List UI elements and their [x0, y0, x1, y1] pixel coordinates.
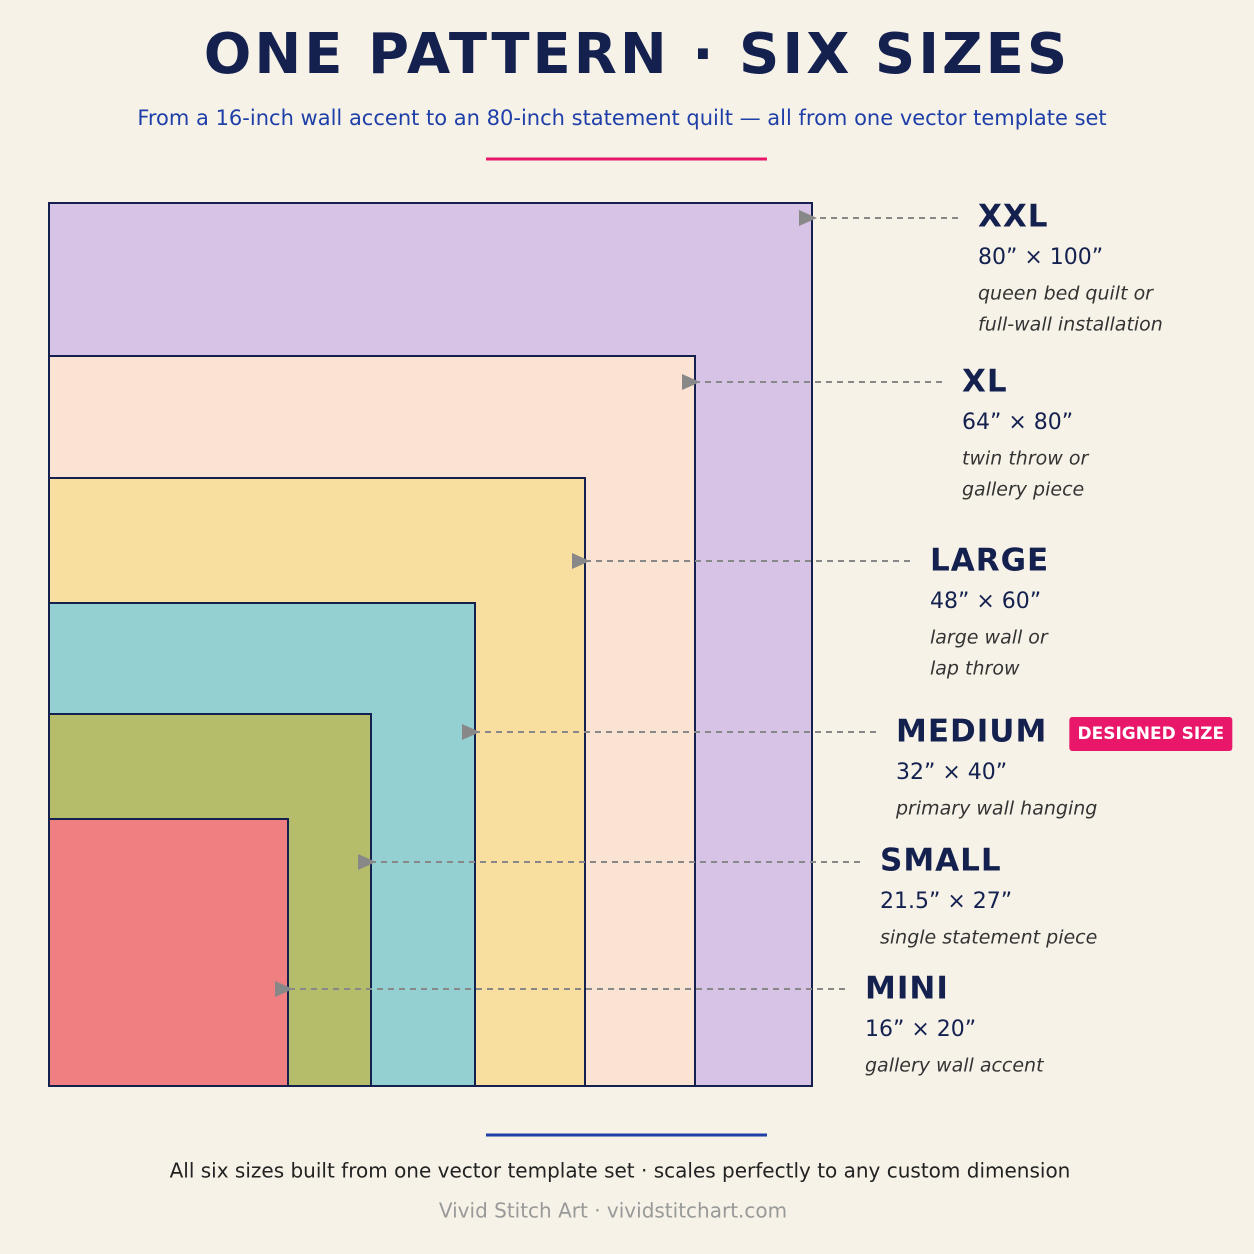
size-labels: XXL 80” × 100” queen bed quilt or full-wall… [275, 199, 1233, 1077]
title: ONE PATTERN · SIX SIZES [204, 22, 1071, 87]
footer-credit: Vivid Stitch Art · vividstitchart.com [439, 1199, 787, 1223]
footer-note: All six sizes built from one vector temp… [170, 1159, 1071, 1183]
size-description: twin throw or [962, 448, 1089, 470]
size-description: lap throw [930, 658, 1020, 680]
size-description: full-wall installation [978, 314, 1163, 336]
size-dimensions: 64” × 80” [962, 410, 1073, 435]
size-name: XL [962, 364, 1008, 400]
size-dimensions: 48” × 60” [930, 589, 1041, 614]
size-name: MINI [865, 971, 949, 1007]
size-description: gallery piece [962, 479, 1084, 501]
size-description: queen bed quilt or [978, 283, 1154, 305]
size-rect [48, 818, 289, 1087]
size-description: primary wall hanging [895, 798, 1097, 820]
subtitle: From a 16-inch wall accent to an 80-inch… [137, 106, 1106, 130]
badge [1069, 717, 1233, 751]
size-name: MEDIUM [896, 714, 1047, 750]
size-dimensions: 16” × 20” [865, 1017, 976, 1042]
size-name: LARGE [930, 543, 1049, 579]
size-dimensions: 80” × 100” [978, 245, 1103, 270]
size-rects [48, 202, 813, 1087]
size-name: XXL [978, 199, 1049, 235]
size-name: SMALL [880, 843, 1002, 879]
size-description: large wall or [930, 627, 1049, 649]
size-dimensions: 21.5” × 27” [880, 889, 1012, 914]
badge-label: DESIGNED SIZE [1078, 724, 1225, 744]
size-description: single statement piece [880, 927, 1097, 949]
size-dimensions: 32” × 40” [896, 760, 1007, 785]
size-description: gallery wall accent [865, 1055, 1045, 1077]
